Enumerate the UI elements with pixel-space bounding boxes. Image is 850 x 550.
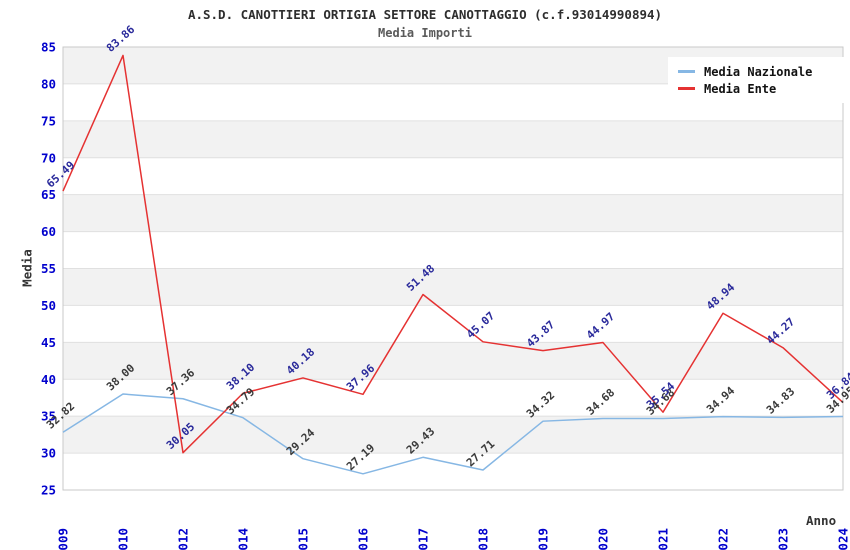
x-tick-label: 2010 — [116, 528, 131, 550]
point-label-media-ente: 45.07 — [464, 309, 497, 341]
y-tick-label: 75 — [41, 113, 56, 128]
x-tick-label: 2020 — [596, 528, 611, 550]
y-tick-label: 35 — [41, 409, 56, 424]
legend-item-media-ente: Media Ente — [678, 80, 846, 97]
point-label-media-ente: 44.97 — [584, 310, 617, 342]
legend-swatch-media-nazionale-icon — [678, 70, 695, 73]
y-tick-label: 80 — [41, 76, 56, 91]
x-tick-label: 2021 — [656, 528, 671, 550]
point-label-media-nazionale: 34.83 — [764, 385, 797, 417]
y-tick-label: 45 — [41, 335, 56, 350]
x-tick-label: 2012 — [176, 528, 191, 550]
point-label-media-nazionale: 34.68 — [584, 386, 617, 418]
y-tick-label: 40 — [41, 372, 56, 387]
x-tick-label: 2019 — [536, 528, 551, 550]
legend-label-media-nazionale: Media Nazionale — [704, 64, 813, 79]
point-label-media-nazionale: 34.79 — [224, 385, 257, 417]
legend: Media Nazionale Media Ente — [668, 57, 846, 103]
plot-border — [62, 46, 844, 491]
x-tick-label: 2015 — [296, 528, 311, 550]
y-tick-label: 65 — [41, 187, 56, 202]
point-label-media-nazionale: 34.94 — [704, 384, 738, 416]
x-tick-label: 2016 — [356, 528, 371, 550]
x-axis-title: Anno — [806, 513, 837, 528]
legend-label-media-ente: Media Ente — [704, 81, 777, 96]
y-tick-label: 70 — [41, 150, 56, 165]
grid-band — [63, 194, 843, 232]
y-tick-label: 60 — [41, 224, 56, 239]
chart-subtitle: Media Importi — [378, 26, 472, 40]
y-tick-label: 50 — [41, 298, 56, 313]
x-tick-label: 2018 — [476, 528, 491, 550]
series-line-media-nazionale — [62, 393, 844, 475]
y-tick-label: 55 — [41, 261, 56, 276]
legend-item-media-nazionale: Media Nazionale — [678, 63, 846, 80]
x-tick-label: 2022 — [716, 528, 731, 550]
grid-band — [63, 342, 843, 380]
x-tick-label: 2023 — [776, 528, 791, 550]
y-tick-label: 85 — [41, 40, 56, 55]
grid-band — [63, 120, 843, 158]
legend-swatch-media-ente-icon — [678, 87, 695, 90]
grid-band — [63, 416, 843, 454]
x-tick-label: 2024 — [836, 528, 850, 550]
chart-title: A.S.D. CANOTTIERI ORTIGIA SETTORE CANOTT… — [187, 7, 663, 22]
y-tick-label: 25 — [41, 483, 56, 498]
grid-band — [63, 268, 843, 306]
x-tick-label: 2017 — [416, 528, 431, 550]
x-tick-label: 2014 — [236, 528, 251, 550]
series-line-media-ente — [62, 54, 844, 454]
x-tick-label: 2009 — [56, 528, 71, 550]
y-tick-label: 30 — [41, 446, 56, 461]
